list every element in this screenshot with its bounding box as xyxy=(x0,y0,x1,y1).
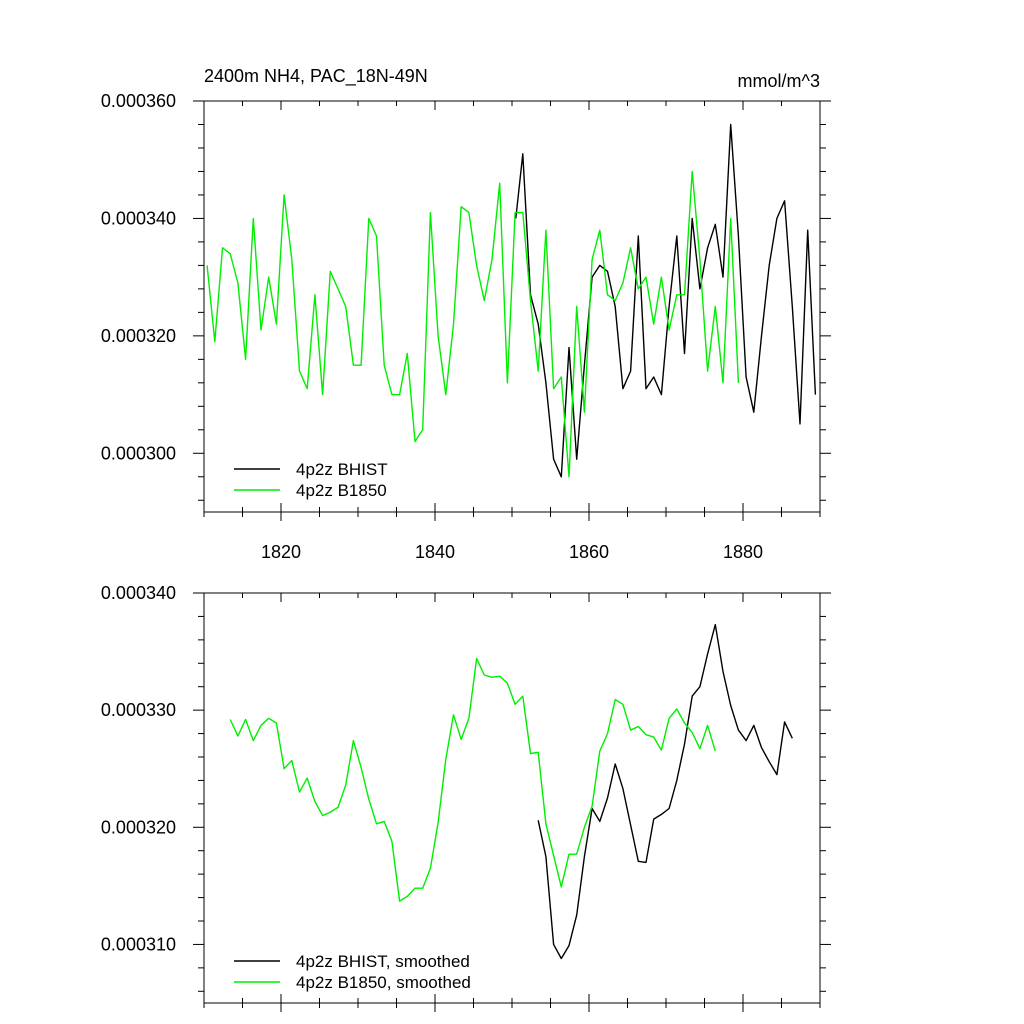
y-tick-label: 0.000340 xyxy=(101,583,176,603)
chart-panel-top: 2400m NH4, PAC_18N-49N mmol/m^3 1820 1840… xyxy=(101,66,831,562)
axes-top: 1820 1840 1860 1880 0.000300 0.000320 0.000340… xyxy=(101,91,831,562)
y-tick-label: 0.000300 xyxy=(101,443,176,463)
legend-label-b1850-smoothed: 4p2z B1850, smoothed xyxy=(296,973,471,992)
chart-panel-bottom: 0.000310 0.000320 0.000330 0.000340 4p2z BH… xyxy=(101,583,831,1012)
series-line-4p2z-b1850-smoothed-bottom xyxy=(229,657,716,902)
chart-units: mmol/m^3 xyxy=(738,71,820,91)
legend-label-bhist: 4p2z BHIST xyxy=(296,460,388,479)
x-tick-label: 1820 xyxy=(261,542,301,562)
legend-label-b1850: 4p2z B1850 xyxy=(296,481,387,500)
y-tick-label: 0.000340 xyxy=(101,208,176,228)
y-tick-label: 0.000360 xyxy=(101,91,176,111)
legend-top: 4p2z BHIST 4p2z B1850 xyxy=(234,460,388,500)
chart-title: 2400m NH4, PAC_18N-49N xyxy=(204,66,428,87)
x-tick-label: 1840 xyxy=(415,542,455,562)
plot-area-bottom xyxy=(229,623,793,960)
y-tick-label: 0.000310 xyxy=(101,934,176,954)
axes-bottom: 0.000310 0.000320 0.000330 0.000340 xyxy=(101,583,831,1012)
series-line-4p2z-b1850-top xyxy=(206,170,740,478)
x-tick-label: 1860 xyxy=(569,542,609,562)
series-line-4p2z-bhist-top xyxy=(515,123,817,478)
y-tick-label: 0.000320 xyxy=(101,817,176,837)
legend-label-bhist-smoothed: 4p2z BHIST, smoothed xyxy=(296,952,470,971)
x-tick-label: 1880 xyxy=(723,542,763,562)
legend-bottom: 4p2z BHIST, smoothed 4p2z B1850, smoothe… xyxy=(234,952,471,992)
plot-area-top xyxy=(206,123,817,478)
y-tick-label: 0.000330 xyxy=(101,700,176,720)
y-tick-label: 0.000320 xyxy=(101,326,176,346)
series-line-4p2z-bhist-smoothed-bottom xyxy=(537,623,793,960)
